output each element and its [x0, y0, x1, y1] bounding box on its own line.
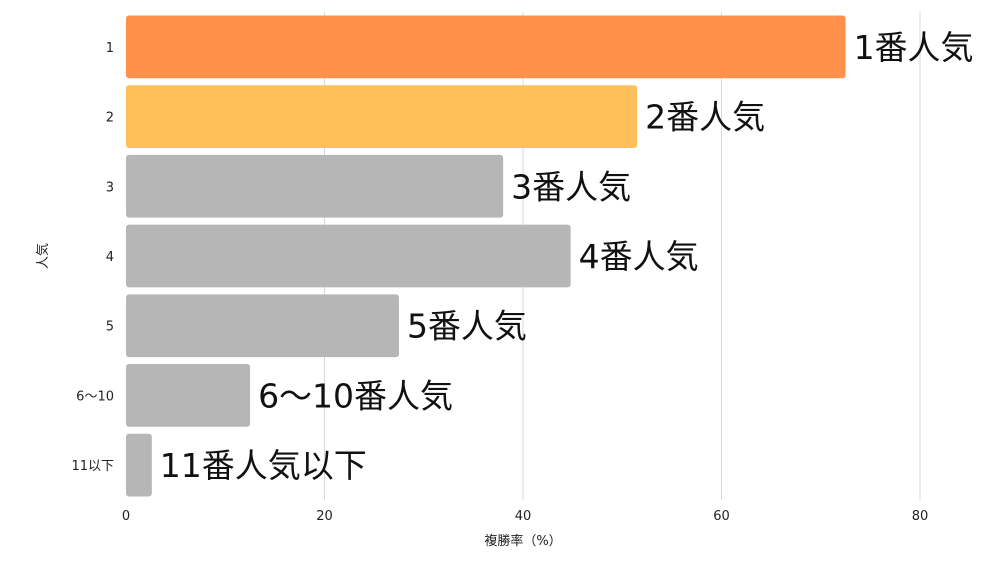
- data-label: 4番人気: [579, 237, 699, 276]
- data-label: 11番人気以下: [160, 446, 367, 485]
- y-tick-label: 4: [106, 250, 114, 265]
- data-labels: 1番人気 2番人気 3番人気 4番人気 5番人気 6〜10番人気 11番人気以下: [160, 28, 974, 485]
- data-label: 6〜10番人気: [258, 376, 453, 415]
- y-tick-label: 5: [106, 320, 114, 335]
- bar: [126, 154, 504, 218]
- bar: [126, 224, 571, 288]
- y-axis-title: 人気: [35, 243, 51, 269]
- x-tick-label: 60: [713, 509, 730, 524]
- y-tick-label: 11以下: [71, 459, 114, 474]
- x-tick-labels: 0 20 40 60 80: [122, 509, 928, 524]
- y-tick-label: 3: [106, 180, 114, 195]
- data-label: 1番人気: [854, 28, 974, 67]
- y-tick-labels: 1 2 3 4 5 6〜10 11以下: [71, 41, 114, 474]
- bar: [126, 364, 251, 427]
- x-tick-label: 20: [316, 509, 333, 524]
- x-tick-label: 80: [912, 509, 929, 524]
- bar: [126, 85, 638, 148]
- bars: [126, 15, 846, 497]
- x-axis-title: 複勝率（%）: [484, 533, 561, 549]
- y-tick-label: 2: [106, 111, 114, 126]
- data-label: 5番人気: [407, 307, 527, 346]
- bar: [126, 15, 846, 79]
- data-label: 2番人気: [645, 98, 765, 137]
- bar: [126, 294, 399, 358]
- x-tick-label: 40: [515, 509, 532, 524]
- data-label: 3番人気: [511, 167, 631, 206]
- bar: [126, 433, 152, 497]
- y-tick-label: 6〜10: [76, 389, 114, 404]
- y-tick-label: 1: [106, 41, 114, 56]
- x-tick-label: 0: [122, 509, 130, 524]
